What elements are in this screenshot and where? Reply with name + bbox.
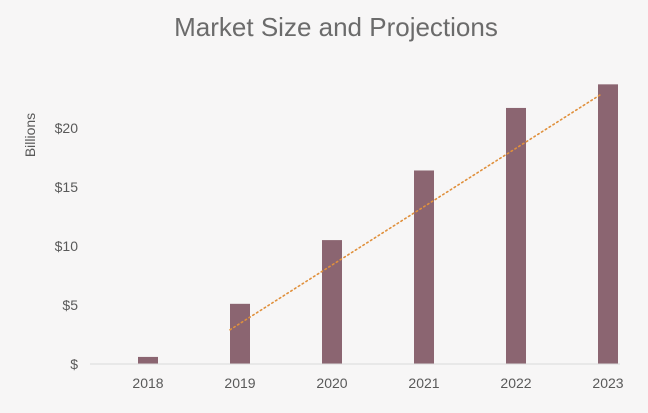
bar [230, 303, 250, 364]
bar [598, 84, 618, 364]
x-tick-label: 2023 [592, 375, 623, 391]
y-tick-label: $20 [55, 120, 79, 136]
x-tick-label: 2019 [224, 375, 255, 391]
x-tick-label: 2018 [132, 375, 163, 391]
x-tick-label: 2021 [408, 375, 439, 391]
y-axis-label: Billions [22, 113, 38, 157]
bar [138, 356, 158, 364]
y-tick-label: $ [70, 356, 78, 372]
y-tick-label: $5 [62, 297, 78, 313]
y-tick-label: $15 [55, 179, 79, 195]
y-axis-ticks: $ $5 $10 $15 $20 [55, 120, 79, 372]
x-tick-label: 2020 [316, 375, 347, 391]
trendline [229, 94, 601, 331]
bar-series [138, 84, 618, 364]
chart-title: Market Size and Projections [174, 12, 498, 42]
bar [414, 170, 434, 364]
bar [506, 107, 526, 364]
bar [322, 240, 342, 364]
x-axis-ticks: 2018 2019 2020 2021 2022 2023 [132, 375, 623, 391]
x-tick-label: 2022 [500, 375, 531, 391]
y-tick-label: $10 [55, 238, 79, 254]
